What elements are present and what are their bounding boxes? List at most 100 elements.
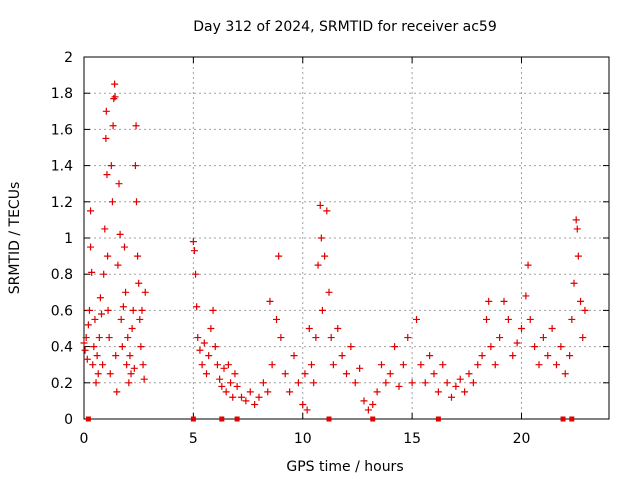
- data-point: [216, 375, 224, 383]
- data-point: [130, 364, 138, 372]
- data-point: [395, 382, 403, 390]
- data-point: [294, 379, 302, 387]
- data-point: [491, 361, 499, 369]
- data-point: [351, 379, 359, 387]
- data-point: [399, 361, 407, 369]
- data-point: [126, 352, 134, 360]
- data-point: [347, 343, 355, 351]
- data-point: [461, 388, 469, 396]
- data-point: [95, 334, 103, 342]
- data-point: [281, 370, 289, 378]
- data-point: [299, 401, 307, 409]
- data-point: [509, 352, 517, 360]
- data-point: [251, 401, 259, 409]
- data-point: [90, 343, 98, 351]
- data-point: [573, 225, 581, 233]
- chart-title: Day 312 of 2024, SRMTID for receiver ac5…: [193, 19, 497, 35]
- data-point: [572, 216, 580, 224]
- data-point: [82, 334, 90, 342]
- data-point: [356, 364, 364, 372]
- data-point: [136, 315, 144, 323]
- data-point: [535, 361, 543, 369]
- y-axis-label: SRMTID / TECUs: [7, 182, 23, 295]
- x-tick-label: 15: [403, 431, 421, 447]
- x-tick-label: 10: [294, 431, 312, 447]
- y-tick-label: 2: [64, 50, 73, 66]
- data-point: [321, 252, 329, 260]
- data-point: [108, 198, 116, 206]
- data-point: [80, 339, 88, 347]
- data-point: [131, 162, 139, 170]
- data-point: [579, 334, 587, 342]
- data-point: [91, 315, 99, 323]
- data-point: [404, 334, 412, 342]
- data-point: [118, 343, 126, 351]
- gap-marker: [234, 416, 240, 422]
- y-tick-label: 1: [64, 231, 73, 247]
- data-point: [465, 370, 473, 378]
- data-point: [128, 325, 136, 332]
- data-point: [106, 370, 114, 378]
- data-point: [318, 306, 326, 314]
- data-point: [329, 361, 337, 369]
- data-point: [105, 334, 113, 342]
- data-point: [485, 297, 493, 305]
- data-point: [229, 393, 237, 401]
- data-point: [286, 388, 294, 396]
- data-point: [194, 334, 202, 342]
- y-tick-label: 1.4: [51, 159, 73, 175]
- data-point: [192, 270, 200, 278]
- gap-marker: [569, 416, 575, 422]
- data-point: [85, 306, 93, 314]
- data-point: [526, 315, 534, 323]
- data-point: [141, 288, 149, 296]
- data-point: [104, 252, 112, 260]
- data-point: [434, 388, 442, 396]
- gap-marker: [370, 416, 376, 422]
- data-point: [439, 361, 447, 369]
- data-point: [386, 370, 394, 378]
- data-point: [305, 325, 313, 332]
- data-points: [80, 80, 589, 414]
- data-point: [264, 388, 272, 396]
- data-point: [364, 406, 372, 414]
- data-point: [469, 379, 477, 387]
- y-tick-label: 1.8: [51, 86, 73, 102]
- data-point: [117, 315, 125, 323]
- data-point: [89, 361, 97, 369]
- data-point: [233, 382, 241, 390]
- y-tick-label: 0: [64, 412, 73, 428]
- data-point: [207, 325, 215, 332]
- data-point: [343, 370, 350, 378]
- data-point: [123, 361, 131, 369]
- data-point: [231, 370, 239, 378]
- data-point: [200, 339, 208, 347]
- data-point: [290, 352, 298, 360]
- data-point: [301, 370, 309, 378]
- data-point: [104, 306, 112, 314]
- data-point: [303, 406, 311, 414]
- data-point: [198, 361, 206, 369]
- gap-marker: [560, 416, 566, 422]
- data-point: [338, 352, 346, 360]
- data-point: [408, 379, 416, 387]
- data-point: [111, 80, 119, 88]
- data-point: [112, 352, 120, 360]
- data-point: [382, 379, 390, 387]
- data-point: [189, 238, 197, 246]
- data-point: [127, 370, 135, 378]
- gap-markers: [85, 416, 575, 422]
- data-point: [227, 379, 235, 387]
- data-point: [391, 343, 399, 351]
- y-tick-label: 1.2: [51, 195, 73, 211]
- data-point: [102, 134, 110, 142]
- data-point: [242, 397, 250, 405]
- data-point: [87, 207, 95, 215]
- data-point: [139, 361, 147, 369]
- data-point: [213, 361, 221, 369]
- data-point: [500, 297, 508, 305]
- data-point: [134, 252, 142, 260]
- data-point: [255, 393, 263, 401]
- data-point: [190, 247, 198, 255]
